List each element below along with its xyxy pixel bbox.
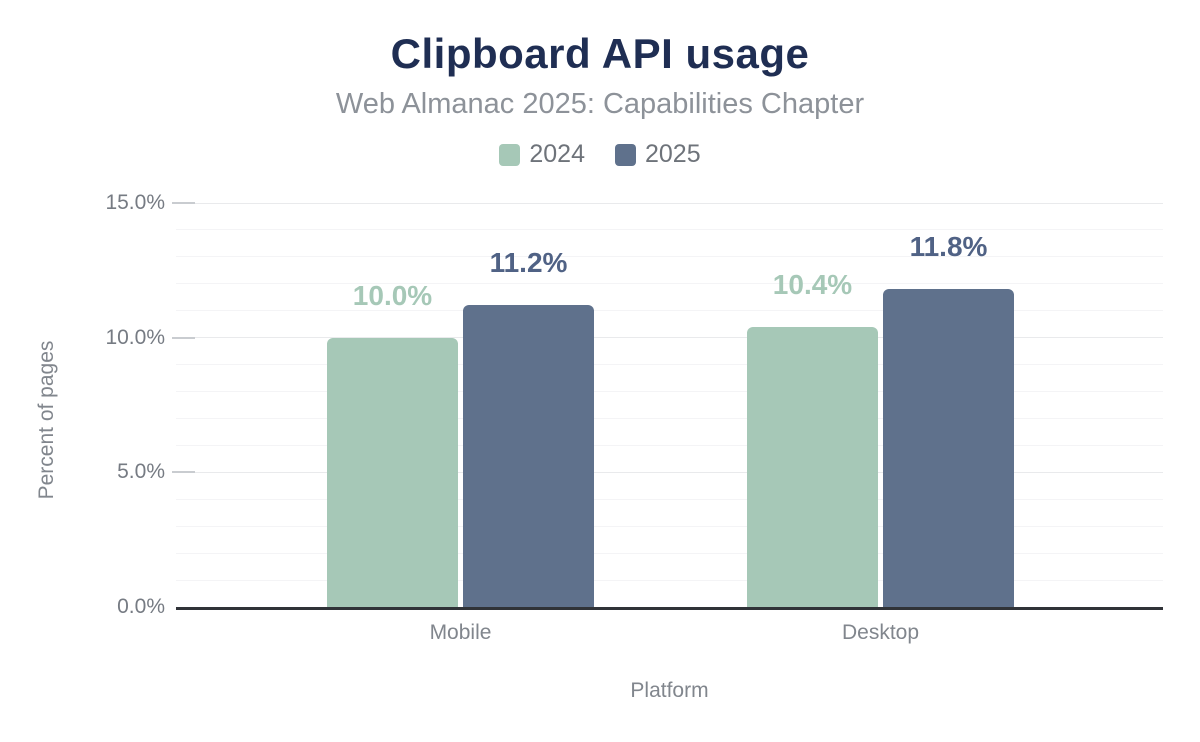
- category-label-mobile: Mobile: [429, 621, 492, 644]
- minor-gridline: [176, 417, 1163, 419]
- bar-mobile-2025[interactable]: [463, 305, 594, 607]
- y-tick-mark: [172, 471, 195, 474]
- minor-gridline: [176, 283, 1163, 285]
- value-label-mobile-2025: 11.2%: [489, 247, 568, 279]
- minor-gridline: [176, 256, 1163, 258]
- bar-mobile-2024[interactable]: [327, 337, 458, 607]
- minor-gridline: [176, 552, 1163, 554]
- bar-desktop-2025[interactable]: [883, 289, 1014, 607]
- minor-gridline: [176, 579, 1163, 581]
- legend-swatch-2025: [615, 143, 636, 166]
- legend: 2024 2025: [0, 140, 1200, 169]
- legend-swatch-2024: [499, 143, 521, 166]
- minor-gridline: [176, 498, 1163, 500]
- minor-gridline: [176, 229, 1163, 231]
- y-tick-label: 15.0%: [105, 191, 165, 214]
- major-gridline: [176, 202, 1163, 204]
- minor-gridline: [176, 525, 1163, 527]
- chart-subtitle: Web Almanac 2025: Capabilities Chapter: [335, 88, 865, 120]
- minor-gridline: [176, 391, 1163, 393]
- chart-title: Clipboard API usage: [390, 30, 810, 77]
- category-label-desktop: Desktop: [841, 621, 920, 644]
- major-gridline: [176, 337, 1163, 339]
- legend-item-2024[interactable]: 2024: [499, 140, 585, 169]
- legend-label-2024: 2024: [529, 140, 585, 168]
- minor-gridline: [176, 364, 1163, 366]
- minor-gridline: [176, 310, 1163, 312]
- major-gridline: [176, 471, 1163, 473]
- y-axis-title: Percent of pages: [35, 340, 58, 500]
- y-tick-label: 5.0%: [117, 460, 165, 484]
- y-tick-label: 10.0%: [105, 325, 165, 349]
- y-tick-mark: [172, 336, 195, 339]
- x-axis-title: Platform: [630, 679, 709, 702]
- value-label-mobile-2024: 10.0%: [352, 279, 433, 311]
- y-tick-mark: [172, 202, 195, 204]
- legend-item-2025[interactable]: 2025: [615, 140, 701, 169]
- bar-desktop-2024[interactable]: [747, 326, 878, 607]
- x-axis-line: [176, 607, 1163, 610]
- value-label-desktop-2024: 10.4%: [772, 268, 853, 300]
- plot-area: 0.0% 5.0% 10.0% 15.0% 10.0% 11.2% Mobile 10.4% 1…: [105, 191, 1163, 644]
- legend-label-2025: 2025: [645, 140, 701, 168]
- minor-gridline: [176, 444, 1163, 446]
- y-tick-label: 0.0%: [117, 595, 165, 618]
- value-label-desktop-2025: 11.8%: [909, 231, 988, 263]
